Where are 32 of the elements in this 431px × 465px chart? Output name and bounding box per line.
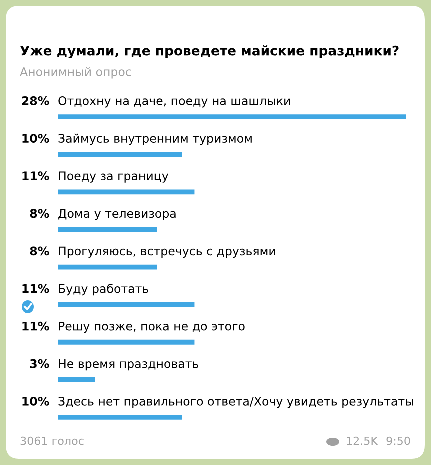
text: 9:50: [386, 436, 410, 446]
bar: [58, 114, 406, 120]
bar: [58, 302, 195, 308]
data-label: 10%: [22, 134, 50, 143]
chart-subtitle: Анонимный опрос: [20, 67, 132, 79]
chart-title: Уже думали, где проведете майские праздники?: [20, 46, 399, 58]
data-label: 8%: [30, 209, 50, 218]
bar: [58, 190, 195, 195]
bar: [58, 227, 158, 232]
y-tick-label: Решу позже, пока не до этого: [59, 322, 245, 334]
data-label: 11%: [22, 284, 50, 294]
y-tick-label: Здесь нет правильного ответа/Хочу увидеть результаты: [58, 396, 414, 408]
bar: [58, 415, 182, 420]
data-label: 11%: [22, 172, 50, 181]
bar: [58, 152, 182, 158]
y-tick-label: Буду работать: [59, 284, 148, 296]
text: 12.5K: [347, 436, 378, 446]
y-tick-label: Займусь внутренним туризмом: [58, 134, 252, 146]
text: 3061 голос: [20, 436, 84, 446]
data-label: 10%: [22, 396, 50, 406]
data-label: 8%: [30, 246, 50, 256]
data-label: 3%: [30, 359, 50, 368]
y-tick-label: Не время праздновать: [59, 360, 199, 371]
bar: [58, 377, 96, 382]
y-tick-label: Дома у телевизора: [58, 209, 176, 220]
y-tick-label: Прогуляюсь, встречусь с друзьями: [59, 246, 276, 258]
data-label: 28%: [22, 96, 50, 106]
bar: [58, 264, 158, 270]
bar: [58, 340, 195, 345]
data-label: 11%: [22, 322, 50, 331]
y-tick-label: Поеду за границу: [59, 172, 169, 183]
y-tick-label: Отдохну на даче, поеду на шашлыки: [58, 96, 290, 108]
